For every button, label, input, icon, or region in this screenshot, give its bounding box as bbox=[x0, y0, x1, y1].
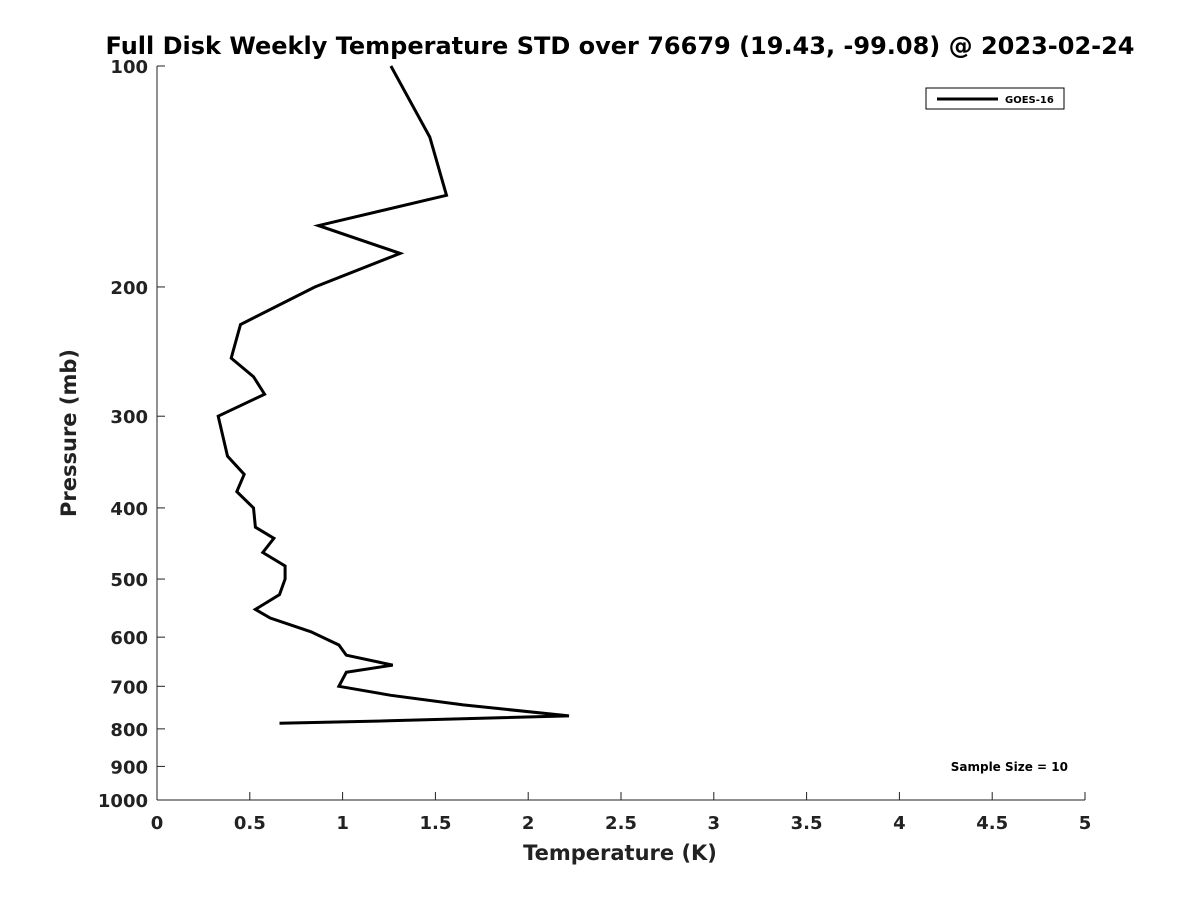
x-ticks: 0 0.5 1 1.5 2 2.5 3 3.5 4 4.5 5 bbox=[151, 792, 1092, 834]
x-tick-label: 0 bbox=[151, 813, 164, 834]
y-tick-label: 1000 bbox=[98, 791, 148, 812]
sample-size-annotation: Sample Size = 10 bbox=[951, 760, 1068, 774]
x-tick-label: 3.5 bbox=[791, 813, 823, 834]
x-tick-label: 1 bbox=[336, 813, 349, 834]
y-tick-label: 900 bbox=[110, 757, 148, 778]
x-tick-label: 5 bbox=[1079, 813, 1092, 834]
x-tick-label: 3 bbox=[708, 813, 721, 834]
y-tick-label: 600 bbox=[110, 628, 148, 649]
y-tick-label: 300 bbox=[110, 407, 148, 428]
x-tick-label: 2.5 bbox=[605, 813, 637, 834]
x-tick-label: 4.5 bbox=[976, 813, 1008, 834]
y-tick-label: 400 bbox=[110, 499, 148, 520]
series-line-goes-16 bbox=[216, 65, 570, 725]
y-tick-label: 100 bbox=[110, 57, 148, 78]
x-tick-label: 4 bbox=[893, 813, 906, 834]
y-tick-label: 800 bbox=[110, 720, 148, 741]
chart-title: Full Disk Weekly Temperature STD over 76… bbox=[106, 32, 1135, 60]
x-axis-label: Temperature (K) bbox=[523, 841, 717, 865]
y-ticks: 100 200 300 400 500 600 700 800 900 1000 bbox=[98, 57, 165, 812]
x-tick-label: 2 bbox=[522, 813, 535, 834]
y-tick-label: 700 bbox=[110, 677, 148, 698]
series-group bbox=[216, 65, 570, 725]
legend: GOES-16 bbox=[925, 87, 1065, 110]
y-axis-label: Pressure (mb) bbox=[57, 349, 81, 517]
y-tick-label: 200 bbox=[110, 278, 148, 299]
legend-label-goes-16: GOES-16 bbox=[1005, 95, 1054, 106]
x-tick-label: 0.5 bbox=[234, 813, 266, 834]
y-tick-label: 500 bbox=[110, 570, 148, 591]
x-tick-label: 1.5 bbox=[419, 813, 451, 834]
